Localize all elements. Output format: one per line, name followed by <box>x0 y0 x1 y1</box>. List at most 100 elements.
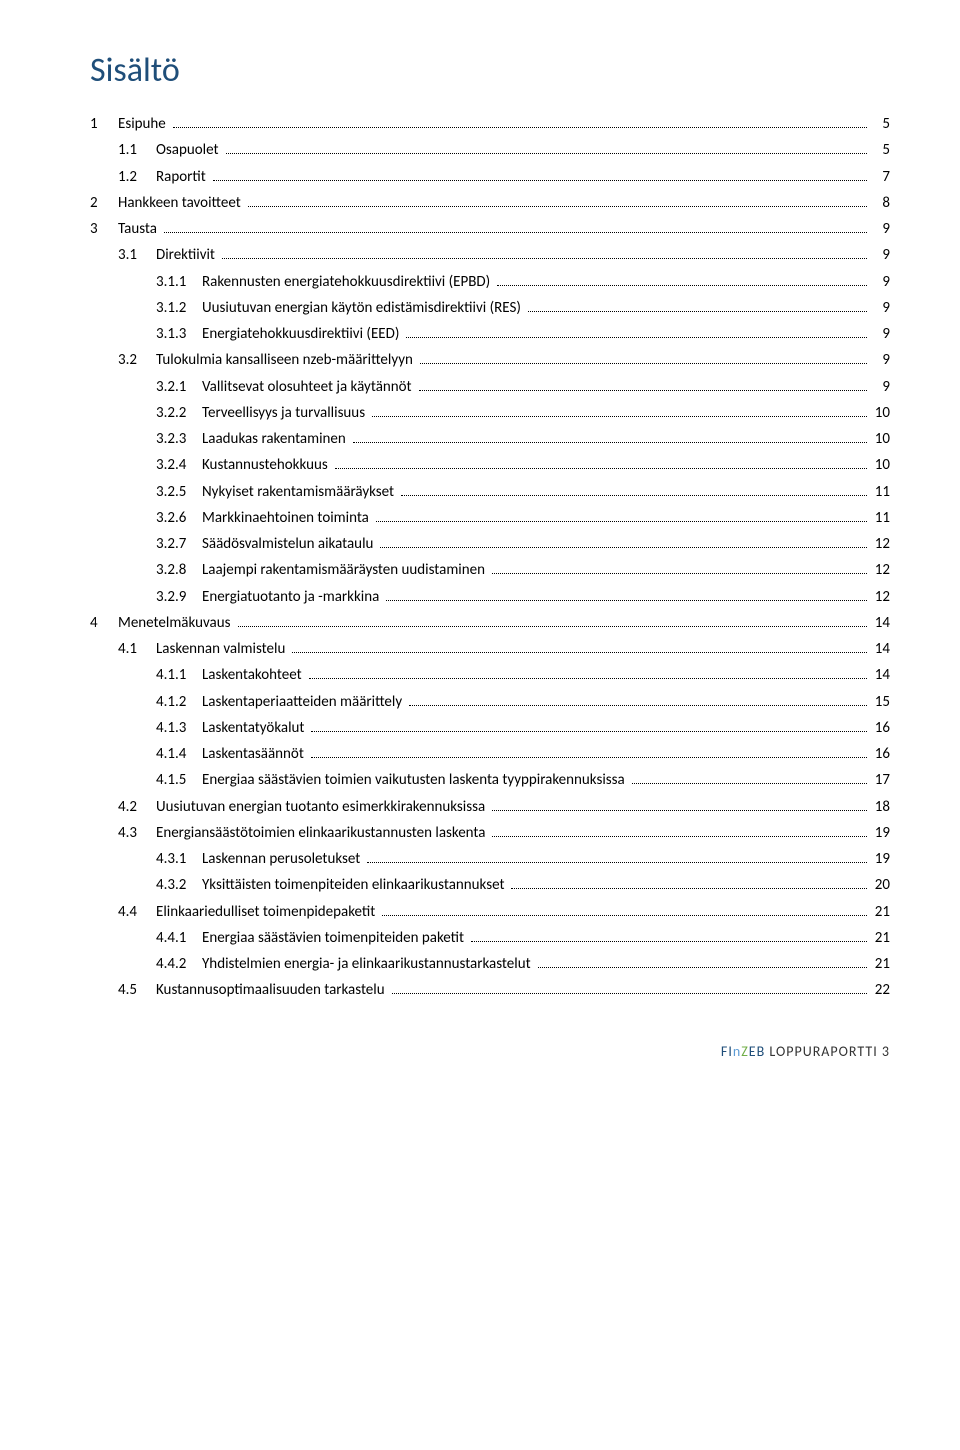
toc-entry[interactable]: 4.1Laskennan valmistelu14 <box>90 638 890 661</box>
toc-entry[interactable]: 4.2Uusiutuvan energian tuotanto esimerkk… <box>90 796 890 819</box>
toc-entry[interactable]: 3.2.6Markkinaehtoinen toiminta11 <box>90 507 890 530</box>
footer-brand-letter: n <box>733 1043 741 1060</box>
toc-label: Uusiutuvan energian käytön edistämisdire… <box>202 297 525 320</box>
toc-number: 4.1.4 <box>156 743 202 766</box>
toc-entry[interactable]: 3.1.1Rakennusten energiatehokkuusdirekti… <box>90 271 890 294</box>
toc-leader <box>528 311 867 312</box>
toc-label: Energiatehokkuusdirektiivi (EED) <box>202 323 403 346</box>
toc-entry[interactable]: 1.1Osapuolet5 <box>90 139 890 162</box>
toc-label: Laajempi rakentamismääräysten uudistamin… <box>202 559 489 582</box>
toc-leader <box>213 180 867 181</box>
toc-entry[interactable]: 4Menetelmäkuvaus14 <box>90 612 890 635</box>
toc-page-number: 12 <box>870 533 890 556</box>
toc-number: 3.2.8 <box>156 559 202 582</box>
toc-number: 4.1.5 <box>156 769 202 792</box>
toc-number: 3.2.5 <box>156 481 202 504</box>
toc-label: Energiaa säästävien toimenpiteiden paket… <box>202 927 468 950</box>
toc-number: 4 <box>90 612 118 635</box>
table-of-contents: 1Esipuhe5 1.1Osapuolet5 1.2Raportit7 2Hankk… <box>90 113 890 1003</box>
toc-leader <box>353 442 867 443</box>
toc-label: Laskennan valmistelu <box>156 638 289 661</box>
toc-entry[interactable]: 4.4.1Energiaa säästävien toimenpiteiden … <box>90 927 890 950</box>
toc-entry[interactable]: 3.2.5Nykyiset rakentamismääräykset 11 <box>90 481 890 504</box>
toc-label: Laskentakohteet <box>202 664 306 687</box>
toc-entry[interactable]: 3.2.3Laadukas rakentaminen10 <box>90 428 890 451</box>
toc-entry[interactable]: 3.1.3Energiatehokkuusdirektiivi (EED)9 <box>90 323 890 346</box>
toc-page-number: 11 <box>870 507 890 530</box>
toc-number: 3.2.1 <box>156 376 202 399</box>
toc-leader <box>409 705 867 706</box>
toc-label: Laskentatyökalut <box>202 717 308 740</box>
toc-number: 3.2.3 <box>156 428 202 451</box>
toc-leader <box>401 495 867 496</box>
toc-page-number: 11 <box>870 481 890 504</box>
toc-entry[interactable]: 3.2.9Energiatuotanto ja -markkina12 <box>90 586 890 609</box>
toc-entry[interactable]: 4.4.2Yhdistelmien energia- ja elinkaarik… <box>90 953 890 976</box>
toc-entry[interactable]: 3.2Tulokulmia kansalliseen nzeb-määritte… <box>90 349 890 372</box>
toc-entry[interactable]: 3.2.2Terveellisyys ja turvallisuus10 <box>90 402 890 425</box>
toc-label: Nykyiset rakentamismääräykset <box>202 481 398 504</box>
toc-label: Laadukas rakentaminen <box>202 428 350 451</box>
toc-leader <box>335 468 867 469</box>
toc-entry[interactable]: 4.5Kustannusoptimaalisuuden tarkastelu22 <box>90 979 890 1002</box>
toc-leader <box>492 573 867 574</box>
toc-page-number: 8 <box>870 192 890 215</box>
toc-number: 4.4.1 <box>156 927 202 950</box>
toc-leader <box>311 757 867 758</box>
toc-page-number: 9 <box>870 297 890 320</box>
toc-entry[interactable]: 4.1.1Laskentakohteet14 <box>90 664 890 687</box>
toc-entry[interactable]: 3.2.1Vallitsevat olosuhteet ja käytännöt… <box>90 376 890 399</box>
toc-label: Vallitsevat olosuhteet ja käytännöt <box>202 376 416 399</box>
toc-number: 3 <box>90 218 118 241</box>
toc-page-number: 19 <box>870 822 890 845</box>
toc-leader <box>420 363 867 364</box>
toc-number: 4.1 <box>118 638 156 661</box>
toc-page-number: 14 <box>870 612 890 635</box>
toc-entry[interactable]: 4.1.4Laskentasäännöt16 <box>90 743 890 766</box>
toc-label: Uusiutuvan energian tuotanto esimerkkira… <box>156 796 489 819</box>
toc-number: 3.2 <box>118 349 156 372</box>
footer-brand: FInZEB <box>721 1043 765 1060</box>
toc-entry[interactable]: 4.3Energiansäästötoimien elinkaarikustan… <box>90 822 890 845</box>
toc-entry[interactable]: 4.1.3Laskentatyökalut16 <box>90 717 890 740</box>
toc-label: Terveellisyys ja turvallisuus <box>202 402 369 425</box>
toc-leader <box>386 600 867 601</box>
toc-number: 3.2.7 <box>156 533 202 556</box>
toc-entry[interactable]: 1.2Raportit7 <box>90 166 890 189</box>
toc-label: Yksittäisten toimenpiteiden elinkaarikus… <box>202 874 508 897</box>
toc-page-number: 21 <box>870 901 890 924</box>
toc-entry[interactable]: 3.2.7Säädösvalmistelun aikataulu12 <box>90 533 890 556</box>
toc-leader <box>222 258 867 259</box>
toc-leader <box>292 652 867 653</box>
toc-number: 4.3 <box>118 822 156 845</box>
toc-label: Energiansäästötoimien elinkaarikustannus… <box>156 822 489 845</box>
toc-page-number: 20 <box>870 874 890 897</box>
toc-number: 4.1.2 <box>156 691 202 714</box>
toc-entry[interactable]: 3Tausta9 <box>90 218 890 241</box>
toc-entry[interactable]: 3.1.2Uusiutuvan energian käytön edistämi… <box>90 297 890 320</box>
toc-number: 3.1.3 <box>156 323 202 346</box>
toc-entry[interactable]: 1Esipuhe5 <box>90 113 890 136</box>
toc-number: 4.2 <box>118 796 156 819</box>
toc-entry[interactable]: 4.3.2Yksittäisten toimenpiteiden elinkaa… <box>90 874 890 897</box>
toc-entry[interactable]: 3.2.4Kustannustehokkuus10 <box>90 454 890 477</box>
toc-entry[interactable]: 3.2.8Laajempi rakentamismääräysten uudis… <box>90 559 890 582</box>
toc-leader <box>419 390 867 391</box>
toc-leader <box>497 285 867 286</box>
toc-number: 4.4 <box>118 901 156 924</box>
toc-number: 4.1.1 <box>156 664 202 687</box>
toc-entry[interactable]: 4.1.5Energiaa säästävien toimien vaikutu… <box>90 769 890 792</box>
toc-entry[interactable]: 4.4Elinkaariedulliset toimenpidepaketit2… <box>90 901 890 924</box>
toc-entry[interactable]: 2Hankkeen tavoitteet8 <box>90 192 890 215</box>
toc-number: 4.3.1 <box>156 848 202 871</box>
toc-page-number: 21 <box>870 927 890 950</box>
toc-entry[interactable]: 4.1.2Laskentaperiaatteiden määrittely15 <box>90 691 890 714</box>
toc-number: 3.2.4 <box>156 454 202 477</box>
toc-leader <box>311 731 867 732</box>
footer-brand-letter: E <box>749 1043 757 1060</box>
toc-number: 3.2.6 <box>156 507 202 530</box>
toc-number: 4.1.3 <box>156 717 202 740</box>
toc-entry[interactable]: 4.3.1Laskennan perusoletukset19 <box>90 848 890 871</box>
footer-brand-letter: B <box>757 1043 766 1060</box>
toc-entry[interactable]: 3.1Direktiivit9 <box>90 244 890 267</box>
